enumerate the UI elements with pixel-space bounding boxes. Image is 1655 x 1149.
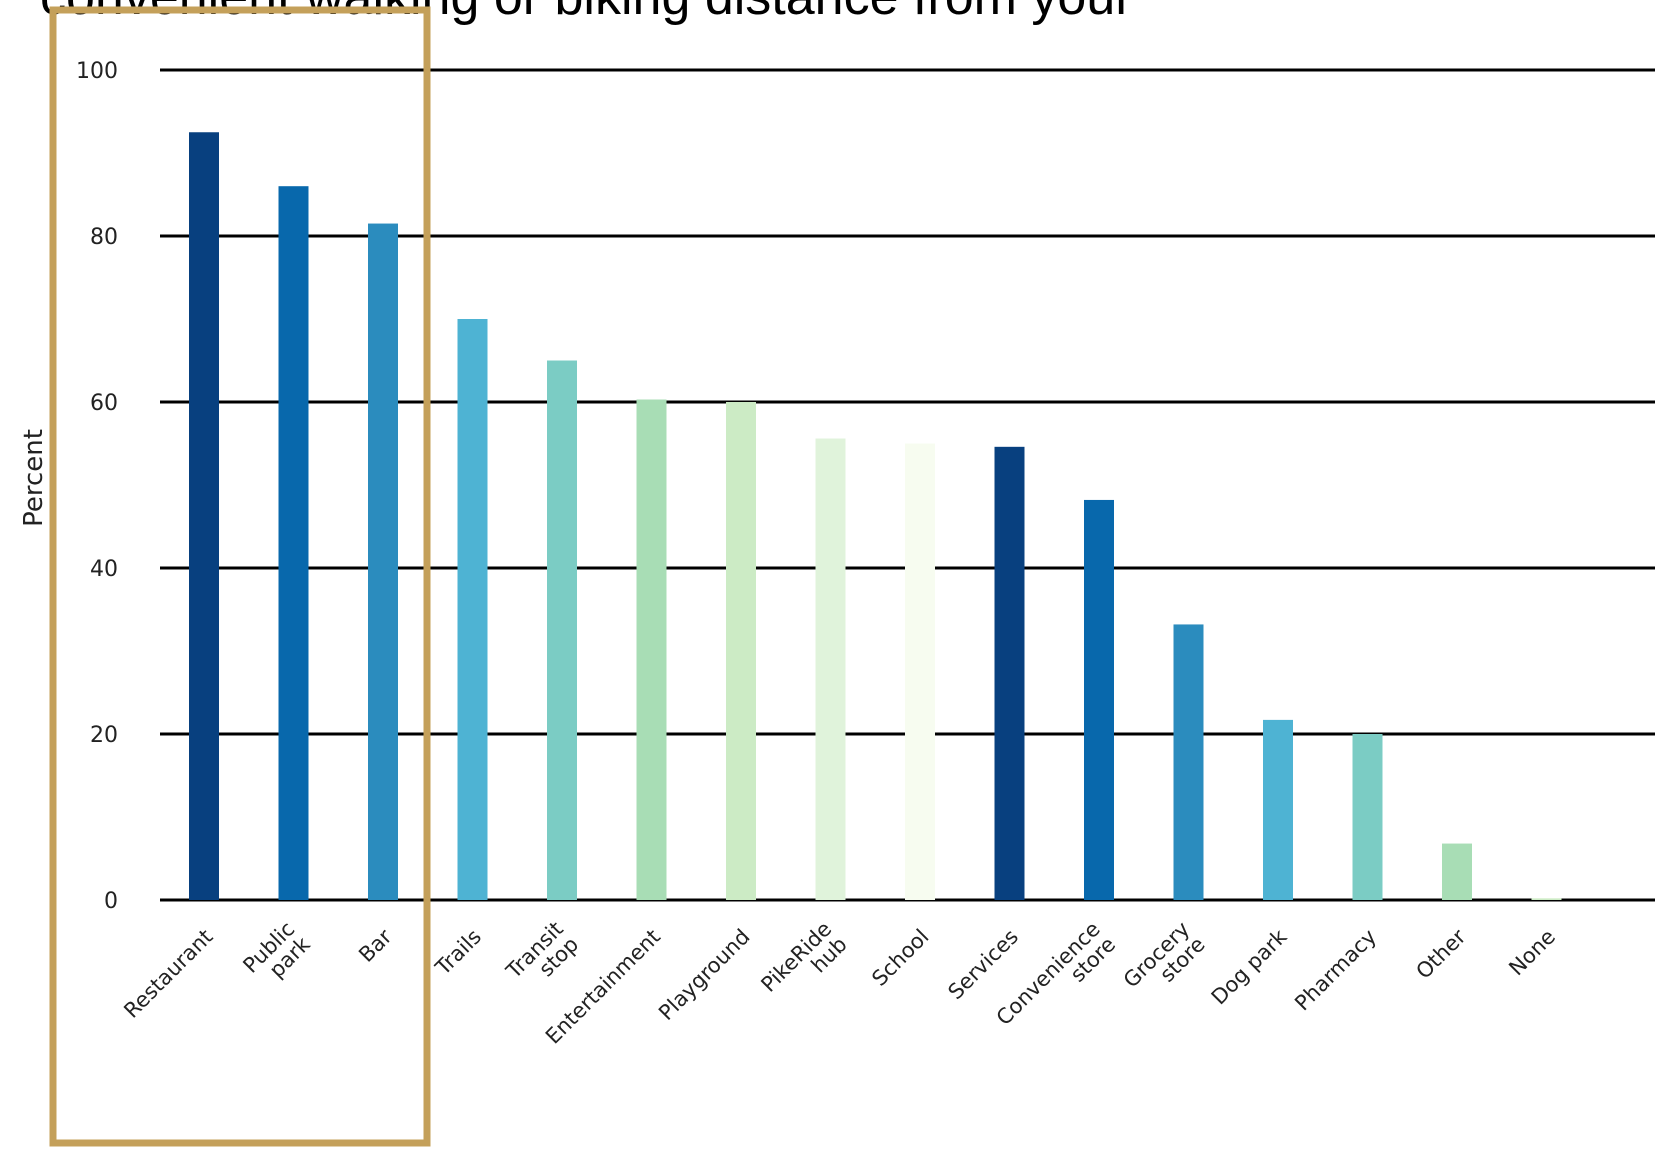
bar-other (1442, 843, 1472, 900)
x-label-school: School (867, 925, 933, 991)
y-axis-label: Percent (19, 429, 49, 527)
bar-bar (368, 223, 398, 901)
y-tick-60: 60 (90, 391, 118, 416)
highlight-box (49, 6, 431, 1147)
bar-transit-stop (547, 360, 577, 900)
bar-services (994, 446, 1025, 900)
x-label-none: None (1504, 925, 1560, 981)
y-tick-80: 80 (90, 225, 118, 250)
x-label-services: Services (943, 925, 1023, 1005)
x-label-dog-park: Dog park (1207, 924, 1292, 1009)
x-label-playground: Playground (654, 925, 754, 1025)
bar-dog-park (1263, 719, 1293, 900)
bar-entertainment (636, 399, 667, 900)
x-label-other: Other (1411, 924, 1470, 983)
bar-pikeride-hub (815, 438, 846, 900)
bar-trails (457, 319, 488, 900)
y-tick-labels: 0 20 40 60 80 100 (76, 59, 118, 914)
x-label-pharmacy: Pharmacy (1290, 925, 1381, 1016)
y-tick-40: 40 (90, 557, 118, 582)
x-label-restaurant: Restaurant (119, 925, 217, 1023)
bar-pharmacy (1352, 734, 1383, 900)
x-label-trails: Trails (430, 925, 486, 981)
bar-public-park (278, 186, 309, 900)
bar-restaurant (189, 132, 219, 900)
y-tick-0: 0 (104, 889, 118, 914)
x-label-bar: Bar (354, 924, 397, 967)
bar-school (905, 443, 935, 900)
bar-none (1531, 898, 1562, 900)
bar-convenience-store (1084, 499, 1114, 900)
y-tick-20: 20 (90, 723, 118, 748)
bars (189, 132, 1562, 901)
bar-grocery-store (1173, 624, 1204, 900)
bar-playground (726, 402, 756, 900)
y-tick-100: 100 (76, 59, 118, 84)
